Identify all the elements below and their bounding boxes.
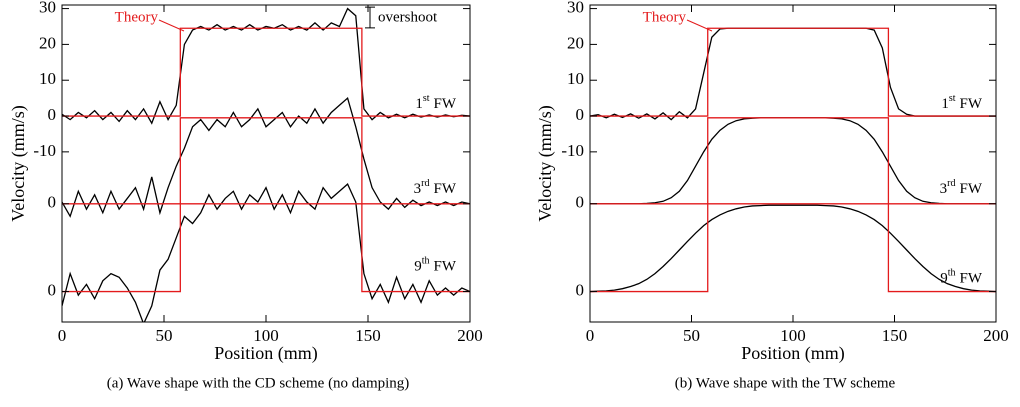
label-text: FW [960,271,983,287]
label-superscript: st [423,93,430,104]
overshoot-label: overshoot [378,9,438,25]
label-number: 9 [940,271,948,287]
series-line [590,203,996,293]
y-axis-title: Velocity (mm/s) [8,105,29,221]
series-label: 3rd FW [940,178,983,197]
series-line [62,7,470,125]
theory-label: Theory [115,9,159,25]
y-tick-label: 30 [567,0,584,16]
series-label: 9th FW [414,256,457,275]
plot-area [590,27,996,293]
label-number: 1 [415,96,423,112]
theory-leader [158,19,185,32]
label-number: 9 [414,259,422,275]
series-line [62,203,470,293]
x-tick-label: 50 [156,326,173,345]
label-text: FW [434,259,457,275]
label-number: 3 [940,181,948,197]
series-line [590,117,996,205]
axes-frame [589,4,997,323]
x-axis-title: Position (mm) [214,343,318,364]
x-tick-label: 200 [457,326,483,345]
label-text: FW [434,96,457,112]
x-axis-title: Position (mm) [741,343,845,364]
caption: (b) Wave shape with the TW scheme [675,375,896,391]
label-text: FW [960,96,983,112]
x-tick-label: 100 [253,326,279,345]
label-superscript: th [422,256,430,267]
label-superscript: st [949,93,956,104]
series-line [62,183,470,322]
x-tick-label: 0 [586,326,595,345]
y-axis-title: Velocity (mm/s) [535,105,556,221]
series-label: 1st FW [941,93,983,112]
axes-frame [61,4,471,323]
y-tick-label: 0 [48,105,57,124]
series-line [590,27,996,121]
x-tick-label: 150 [882,326,908,345]
y-tick-label: 0 [576,193,585,212]
label-text: FW [960,181,983,197]
y-tick-label: 10 [567,69,584,88]
series-line [62,27,470,117]
y-tick-label: 20 [39,33,56,52]
series-label: 9th FW [940,268,983,287]
y-tick-label: 20 [567,33,584,52]
label-superscript: rd [421,178,429,189]
y-tick-label: 0 [576,105,585,124]
y-tick-label: 0 [576,280,585,299]
series-line [62,117,470,205]
y-tick-label: 0 [48,193,57,212]
series-line [590,204,996,293]
label-text: FW [434,181,457,197]
series-label: 1st FW [415,93,457,112]
y-tick-label: -10 [561,141,584,160]
x-tick-label: 150 [355,326,381,345]
label-superscript: rd [947,178,955,189]
y-tick-label: -10 [33,141,56,160]
x-tick-label: 100 [780,326,806,345]
label-superscript: th [948,268,956,279]
series-line [590,27,996,117]
plot-area [62,7,470,322]
theory-leader [686,19,713,32]
series-label: 3rd FW [414,178,457,197]
overshoot-bracket [365,6,375,29]
theory-label: Theory [643,9,687,25]
y-tick-label: 30 [39,0,56,16]
caption: (a) Wave shape with the CD scheme (no da… [107,375,410,391]
x-tick-label: 200 [983,326,1009,345]
y-tick-label: 10 [39,69,56,88]
y-tick-label: 0 [48,280,57,299]
series-line [590,117,996,205]
label-number: 1 [941,96,949,112]
x-tick-label: 0 [58,326,67,345]
label-number: 3 [414,181,422,197]
x-tick-label: 50 [683,326,700,345]
